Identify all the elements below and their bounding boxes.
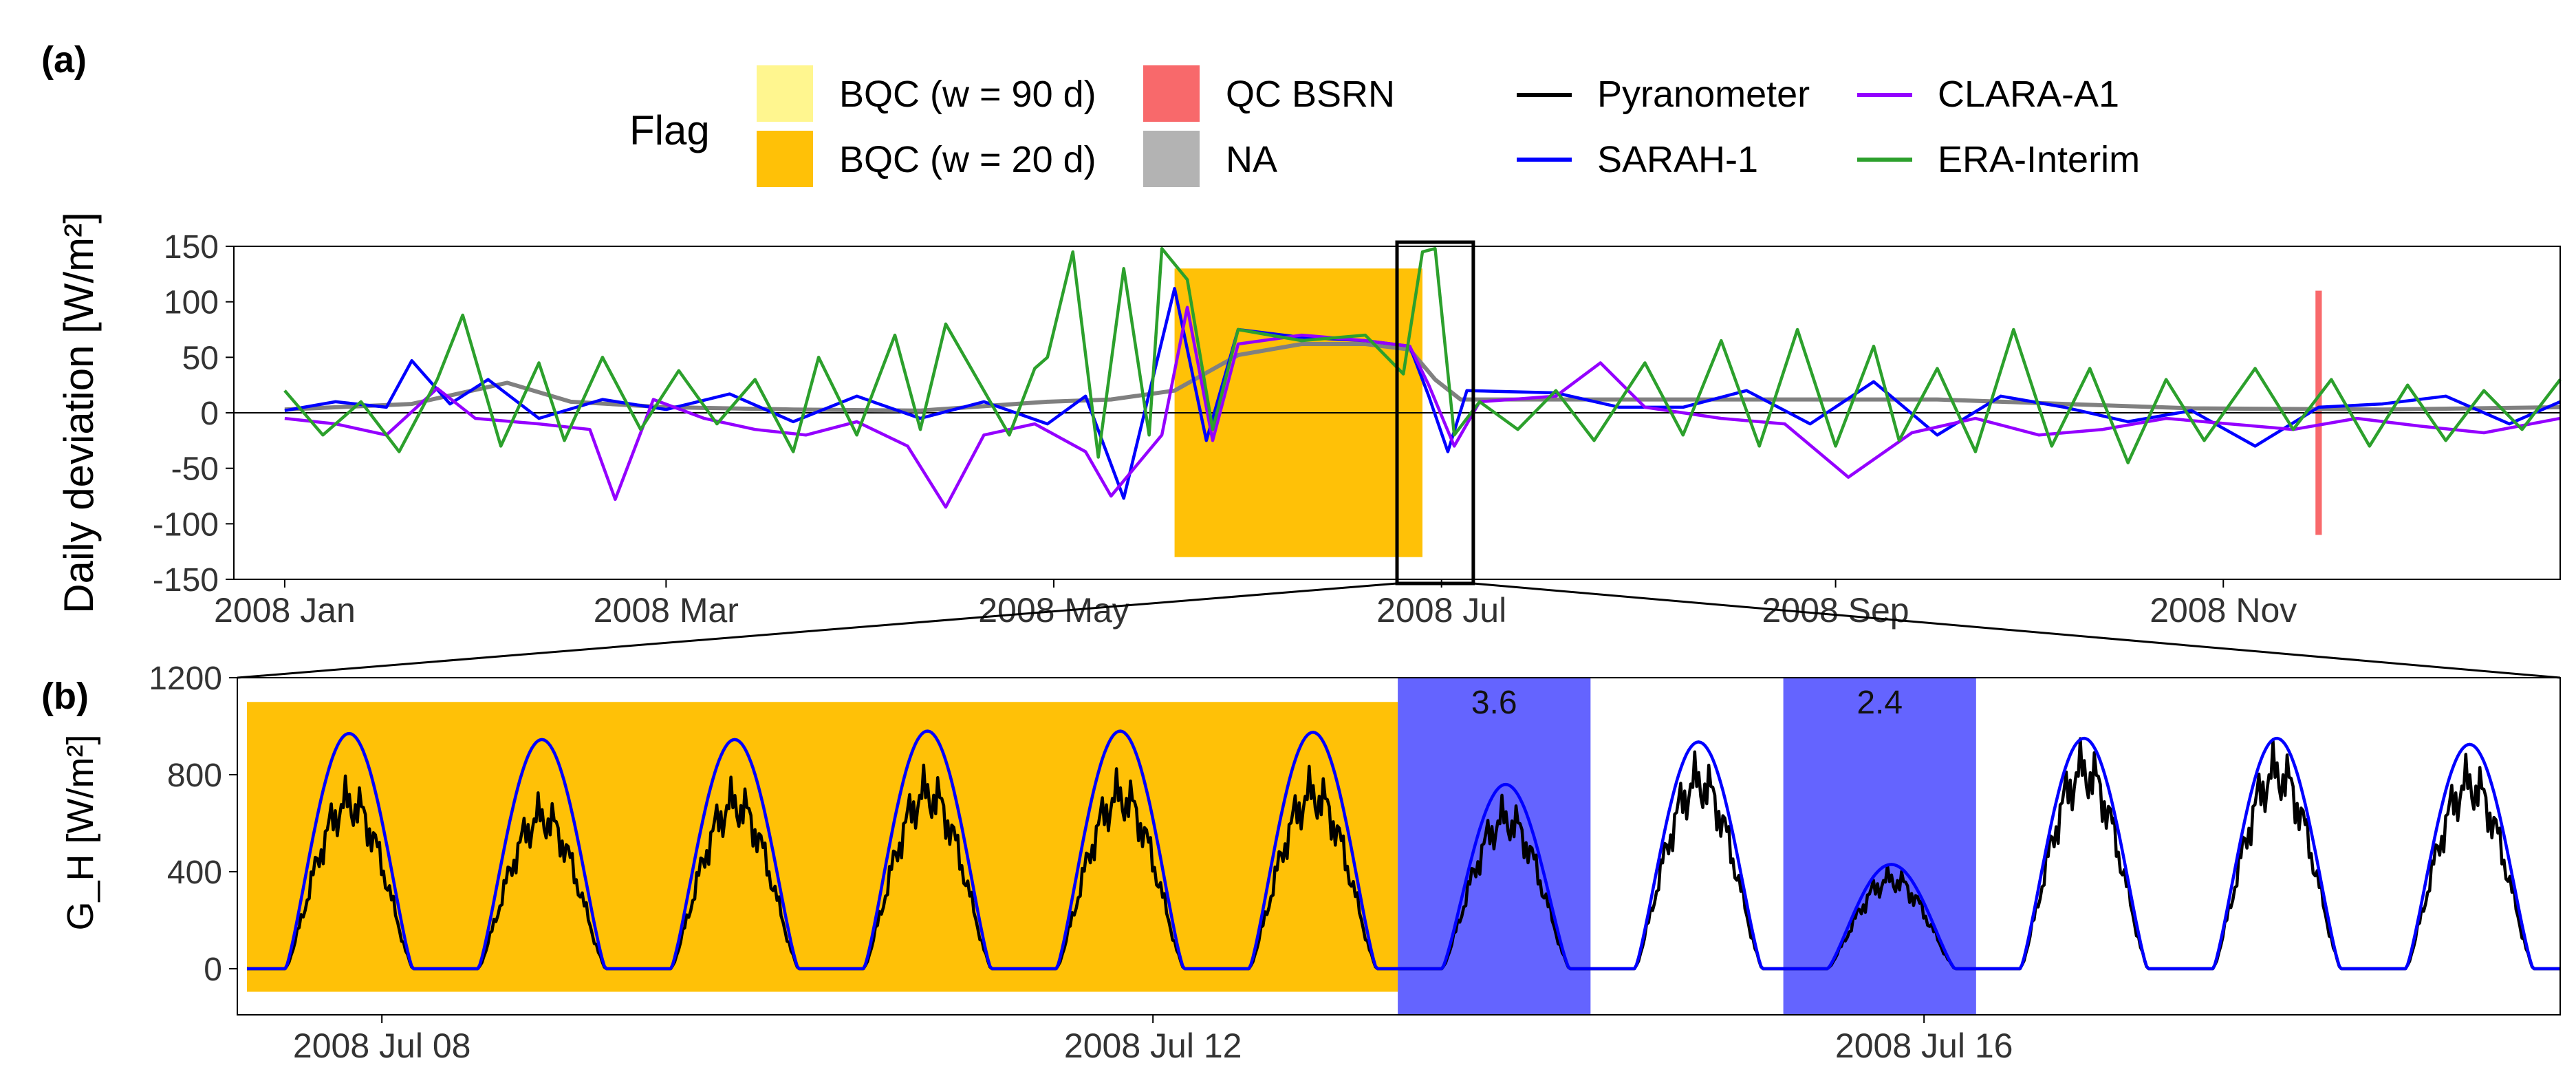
zoom-connector — [237, 582, 2561, 679]
ylabel-a: Daily deviation [W/m²] — [56, 212, 102, 613]
legend-flag-swatch-bqc90 — [757, 65, 813, 122]
ytick-label-b: 0 — [204, 952, 222, 988]
series-b-sarah-1 — [247, 729, 2560, 971]
xtick-label-a: 2008 Jan — [214, 591, 356, 630]
xtick-label-b: 2008 Jul 16 — [1835, 1027, 2013, 1065]
ylabel-b: G_H [W/m²] — [60, 735, 101, 931]
ytick-label-a: 150 — [164, 229, 219, 266]
xtick-label-a: 2008 Jul — [1376, 591, 1506, 630]
legend-flag-title: Flag — [629, 107, 710, 153]
legend-flag-label-qcbsrn: QC BSRN — [1226, 74, 1395, 115]
ytick-label-a: 50 — [182, 340, 219, 376]
ytick-label-b: 1200 — [149, 660, 222, 697]
flag-region-b-2 — [1783, 678, 1976, 1015]
ytick-label-a: -100 — [153, 506, 219, 543]
legend-series-label-era: ERA-Interim — [1938, 139, 2140, 180]
zoom-connector-left — [237, 582, 1398, 679]
chart-panel-b: 3.6 2.4 0 400 800 1200 2008 Jul 08 2008 Jul 12 2… — [149, 660, 2561, 1065]
legend-flag-swatch-bqc20 — [757, 131, 813, 187]
xtick-label-a: 2008 Nov — [2150, 591, 2297, 630]
ytick-label-a: -150 — [153, 562, 219, 599]
xtick-label-a: 2008 May — [978, 591, 1129, 630]
series-a-clara-a1 — [284, 305, 2561, 509]
flag-region-b-0 — [247, 702, 1398, 992]
xtick-label-b: 2008 Jul 12 — [1064, 1027, 1242, 1065]
legend-flag-label-bqc90: BQC (w = 90 d) — [839, 74, 1096, 115]
legend-flag-swatch-qcbsrn — [1143, 65, 1200, 122]
zoom-window-box — [1395, 240, 1475, 586]
panel-a-label: (a) — [41, 39, 87, 80]
legend-series-label-pyranometer: Pyranometer — [1597, 74, 1810, 115]
ytick-label-b: 400 — [167, 855, 222, 891]
legend: Flag BQC (w = 90 d) BQC (w = 20 d) QC BS… — [629, 65, 2140, 187]
highlight-value-label: 2.4 — [1857, 685, 1903, 721]
legend-flag-swatch-na — [1143, 131, 1200, 187]
ytick-label-a: 100 — [164, 285, 219, 321]
legend-series-label-sarah1: SARAH-1 — [1597, 139, 1758, 180]
legend-flag-label-na: NA — [1226, 139, 1277, 180]
series-a-era-interim — [283, 246, 2562, 464]
xtick-label-b: 2008 Jul 08 — [293, 1027, 471, 1065]
ytick-label-a: -50 — [171, 451, 219, 488]
highlight-value-label: 3.6 — [1471, 685, 1517, 721]
legend-series-label-clara: CLARA-A1 — [1938, 74, 2119, 115]
chart-panel-a: -150 -100 -50 0 50 100 150 2008 Jan 2008 Mar 2008… — [153, 229, 2562, 630]
panel-b-label: (b) — [41, 676, 89, 717]
zoom-connector-right — [1473, 582, 2561, 679]
plot-frame-b — [237, 677, 2561, 1016]
ytick-label-a: 0 — [200, 396, 219, 432]
legend-flag-label-bqc20: BQC (w = 20 d) — [839, 139, 1096, 180]
ytick-label-b: 800 — [167, 758, 222, 794]
xtick-label-a: 2008 Mar — [594, 591, 739, 630]
